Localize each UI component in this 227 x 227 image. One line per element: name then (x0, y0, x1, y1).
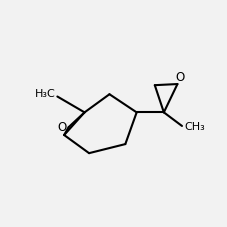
Text: CH₃: CH₃ (183, 122, 204, 132)
Text: O: O (57, 121, 67, 134)
Text: O: O (175, 71, 184, 84)
Text: H₃C: H₃C (35, 89, 56, 99)
